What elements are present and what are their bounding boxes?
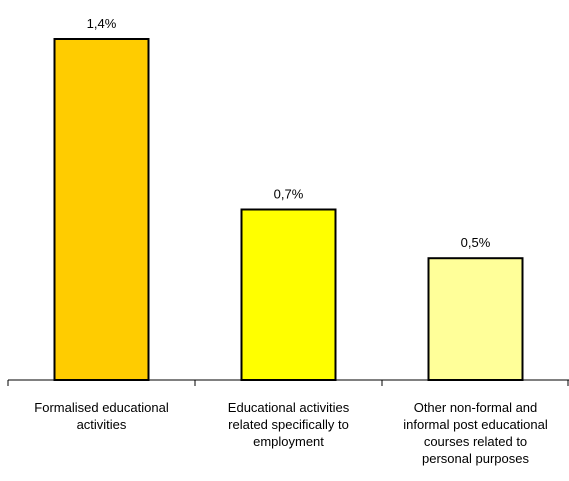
category-label: Formalised educational activities (34, 400, 169, 432)
value-labels-layer: 1,4% 0,7% 0,5% (87, 16, 491, 250)
category-label-line: Formalised educational (34, 400, 169, 415)
category-label-line: personal purposes (422, 451, 529, 466)
bar (53, 38, 150, 381)
category-label-line: courses related to (424, 434, 527, 449)
value-label: 0,7% (274, 187, 304, 202)
bar (240, 208, 337, 381)
bar (427, 257, 524, 382)
category-label-line: Educational activities (228, 400, 350, 415)
category-label-line: employment (253, 434, 324, 449)
category-label: Other non-formal and informal post educat… (403, 400, 548, 466)
category-label-line: activities (77, 417, 127, 432)
category-label-line: Other non-formal and (414, 400, 538, 415)
value-label: 1,4% (87, 16, 117, 31)
bars-layer (53, 38, 524, 382)
x-axis (7, 379, 569, 386)
value-label: 0,5% (461, 235, 491, 250)
category-label-line: related specifically to (228, 417, 349, 432)
category-label: Educational activities related specifical… (228, 400, 350, 449)
category-labels-layer: Formalised educational activities Educatio… (34, 400, 548, 466)
category-label-line: informal post educational (403, 417, 548, 432)
